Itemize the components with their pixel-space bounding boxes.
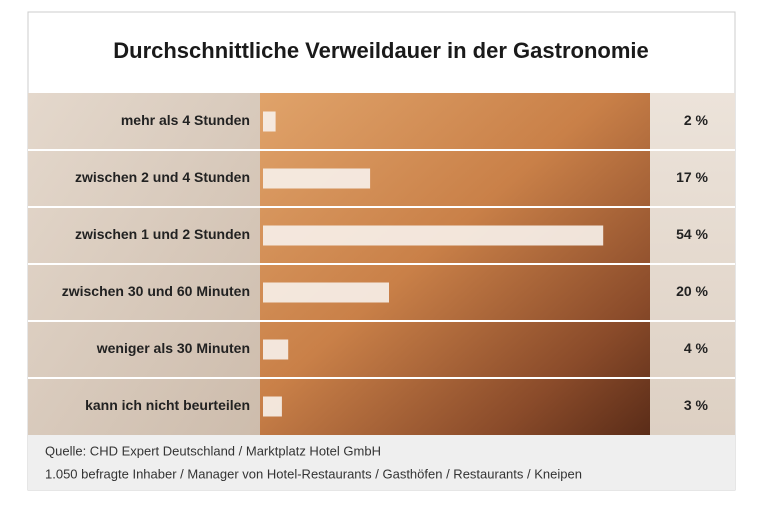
bar (263, 225, 604, 246)
bar (263, 339, 289, 360)
value-label: 2 % (684, 112, 709, 128)
category-label: mehr als 4 Stunden (121, 112, 250, 128)
chart-title: Durchschnittliche Verweildauer in der Ga… (113, 38, 648, 63)
note: 1.050 befragte Inhaber / Manager von Hot… (45, 466, 582, 481)
bar (263, 168, 371, 189)
bar (263, 111, 276, 132)
value-label: 54 % (676, 226, 708, 242)
value-label: 20 % (676, 283, 708, 299)
value-label: 4 % (684, 340, 709, 356)
category-label: zwischen 2 und 4 Stunden (75, 169, 250, 185)
category-label: zwischen 30 und 60 Minuten (62, 283, 250, 299)
bar (263, 282, 389, 303)
category-label: weniger als 30 Minuten (96, 340, 250, 356)
bar (263, 396, 282, 417)
value-label: 3 % (684, 397, 709, 413)
value-label: 17 % (676, 169, 708, 185)
footer-panel (28, 435, 735, 490)
category-label: kann ich nicht beurteilen (85, 397, 250, 413)
source: Quelle: CHD Expert Deutschland / Marktpl… (45, 443, 381, 458)
category-label: zwischen 1 und 2 Stunden (75, 226, 250, 242)
